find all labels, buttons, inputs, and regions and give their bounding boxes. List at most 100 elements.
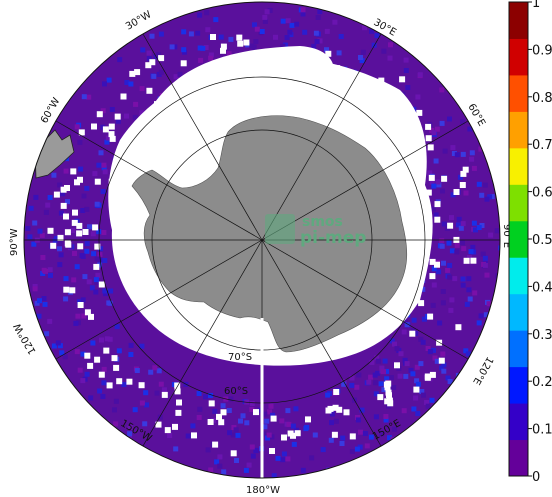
data-pixel: [208, 467, 214, 473]
no-data-pixel: [126, 378, 133, 385]
data-pixel: [441, 221, 447, 227]
no-data-pixel: [428, 174, 435, 181]
data-pixel: [208, 55, 214, 61]
data-pixel: [433, 212, 439, 218]
data-pixel: [101, 366, 107, 372]
data-pixel: [325, 392, 331, 398]
data-pixel: [95, 272, 101, 278]
data-pixel: [364, 443, 370, 449]
no-data-pixel: [63, 286, 70, 293]
data-pixel: [392, 426, 397, 432]
data-pixel: [269, 434, 275, 440]
no-data-pixel: [455, 324, 462, 331]
data-pixel: [86, 279, 92, 285]
data-pixel: [285, 408, 291, 414]
lon-label-90w: 90°W: [9, 228, 20, 256]
data-pixel: [289, 22, 295, 28]
data-pixel: [281, 451, 287, 457]
data-pixel: [456, 222, 461, 228]
data-pixel: [74, 349, 80, 355]
data-pixel: [264, 9, 270, 15]
data-pixel: [177, 71, 183, 77]
data-pixel: [460, 276, 466, 282]
data-pixel: [94, 256, 100, 262]
data-pixel: [181, 29, 187, 35]
data-pixel: [139, 86, 145, 92]
data-pixel: [33, 194, 39, 200]
data-pixel: [267, 8, 273, 13]
data-pixel: [414, 378, 420, 384]
data-pixel: [40, 271, 46, 276]
data-pixel: [100, 124, 106, 130]
no-data-pixel: [91, 123, 97, 130]
data-pixel: [266, 432, 272, 438]
data-pixel: [456, 216, 462, 222]
data-pixel: [127, 425, 133, 430]
data-pixel: [254, 26, 260, 32]
no-data-pixel: [333, 389, 340, 395]
no-data-pixel: [60, 202, 67, 209]
data-pixel: [441, 368, 447, 374]
data-pixel: [104, 139, 110, 145]
no-data-pixel: [336, 406, 343, 413]
no-data-pixel: [109, 135, 116, 142]
data-pixel: [478, 313, 484, 319]
data-pixel: [484, 196, 490, 202]
data-pixel: [36, 313, 42, 319]
data-pixel: [280, 18, 286, 24]
no-data-pixel: [120, 93, 127, 100]
data-pixel: [309, 455, 315, 461]
data-pixel: [47, 318, 53, 324]
data-pixel: [374, 33, 380, 39]
data-pixel: [154, 390, 160, 396]
no-data-pixel: [290, 432, 296, 439]
data-pixel: [446, 240, 452, 246]
data-pixel: [146, 50, 152, 56]
lat-labels: 60°S 70°S: [224, 352, 252, 397]
data-pixel: [430, 302, 436, 308]
data-pixel: [157, 414, 163, 420]
data-pixel: [32, 286, 38, 292]
no-data-pixel: [305, 416, 311, 423]
map-border: [23, 1, 501, 479]
data-pixel: [476, 320, 482, 326]
data-pixel: [460, 221, 466, 227]
no-data-pixel: [253, 409, 259, 416]
data-pixel: [404, 322, 410, 328]
data-pixel: [70, 228, 76, 234]
data-pixel: [394, 346, 400, 352]
data-pixel: [116, 348, 122, 354]
no-data-pixel: [172, 423, 178, 430]
data-pixel: [40, 255, 46, 260]
no-data-pixel: [93, 263, 100, 270]
data-pixel: [349, 375, 355, 381]
no-data-pixel: [94, 356, 101, 363]
data-pixel: [73, 320, 79, 326]
no-data-pixel: [218, 419, 225, 426]
data-pixel: [262, 424, 268, 430]
data-pixel: [401, 329, 407, 335]
data-pixel: [341, 381, 347, 387]
data-pixel: [431, 183, 437, 189]
no-data-pixel: [82, 229, 89, 235]
no-data-pixel: [384, 398, 391, 405]
no-data-pixel: [155, 421, 162, 428]
data-pixel: [396, 366, 402, 371]
no-data-pixel: [243, 39, 250, 46]
data-pixel: [196, 415, 202, 420]
data-pixel: [280, 43, 286, 49]
data-pixel: [51, 343, 57, 349]
no-data-pixel: [64, 240, 71, 247]
no-data-pixel: [207, 419, 214, 425]
data-pixel: [447, 116, 452, 122]
data-pixel: [86, 94, 92, 100]
data-pixel: [113, 398, 119, 404]
data-pixel: [442, 148, 448, 154]
data-pixel: [387, 435, 392, 441]
no-data-pixel: [236, 34, 243, 41]
no-data-pixel: [332, 404, 339, 411]
data-pixel: [197, 12, 203, 18]
data-pixel: [439, 238, 445, 244]
data-pixel: [478, 146, 484, 152]
data-pixel: [451, 151, 457, 156]
